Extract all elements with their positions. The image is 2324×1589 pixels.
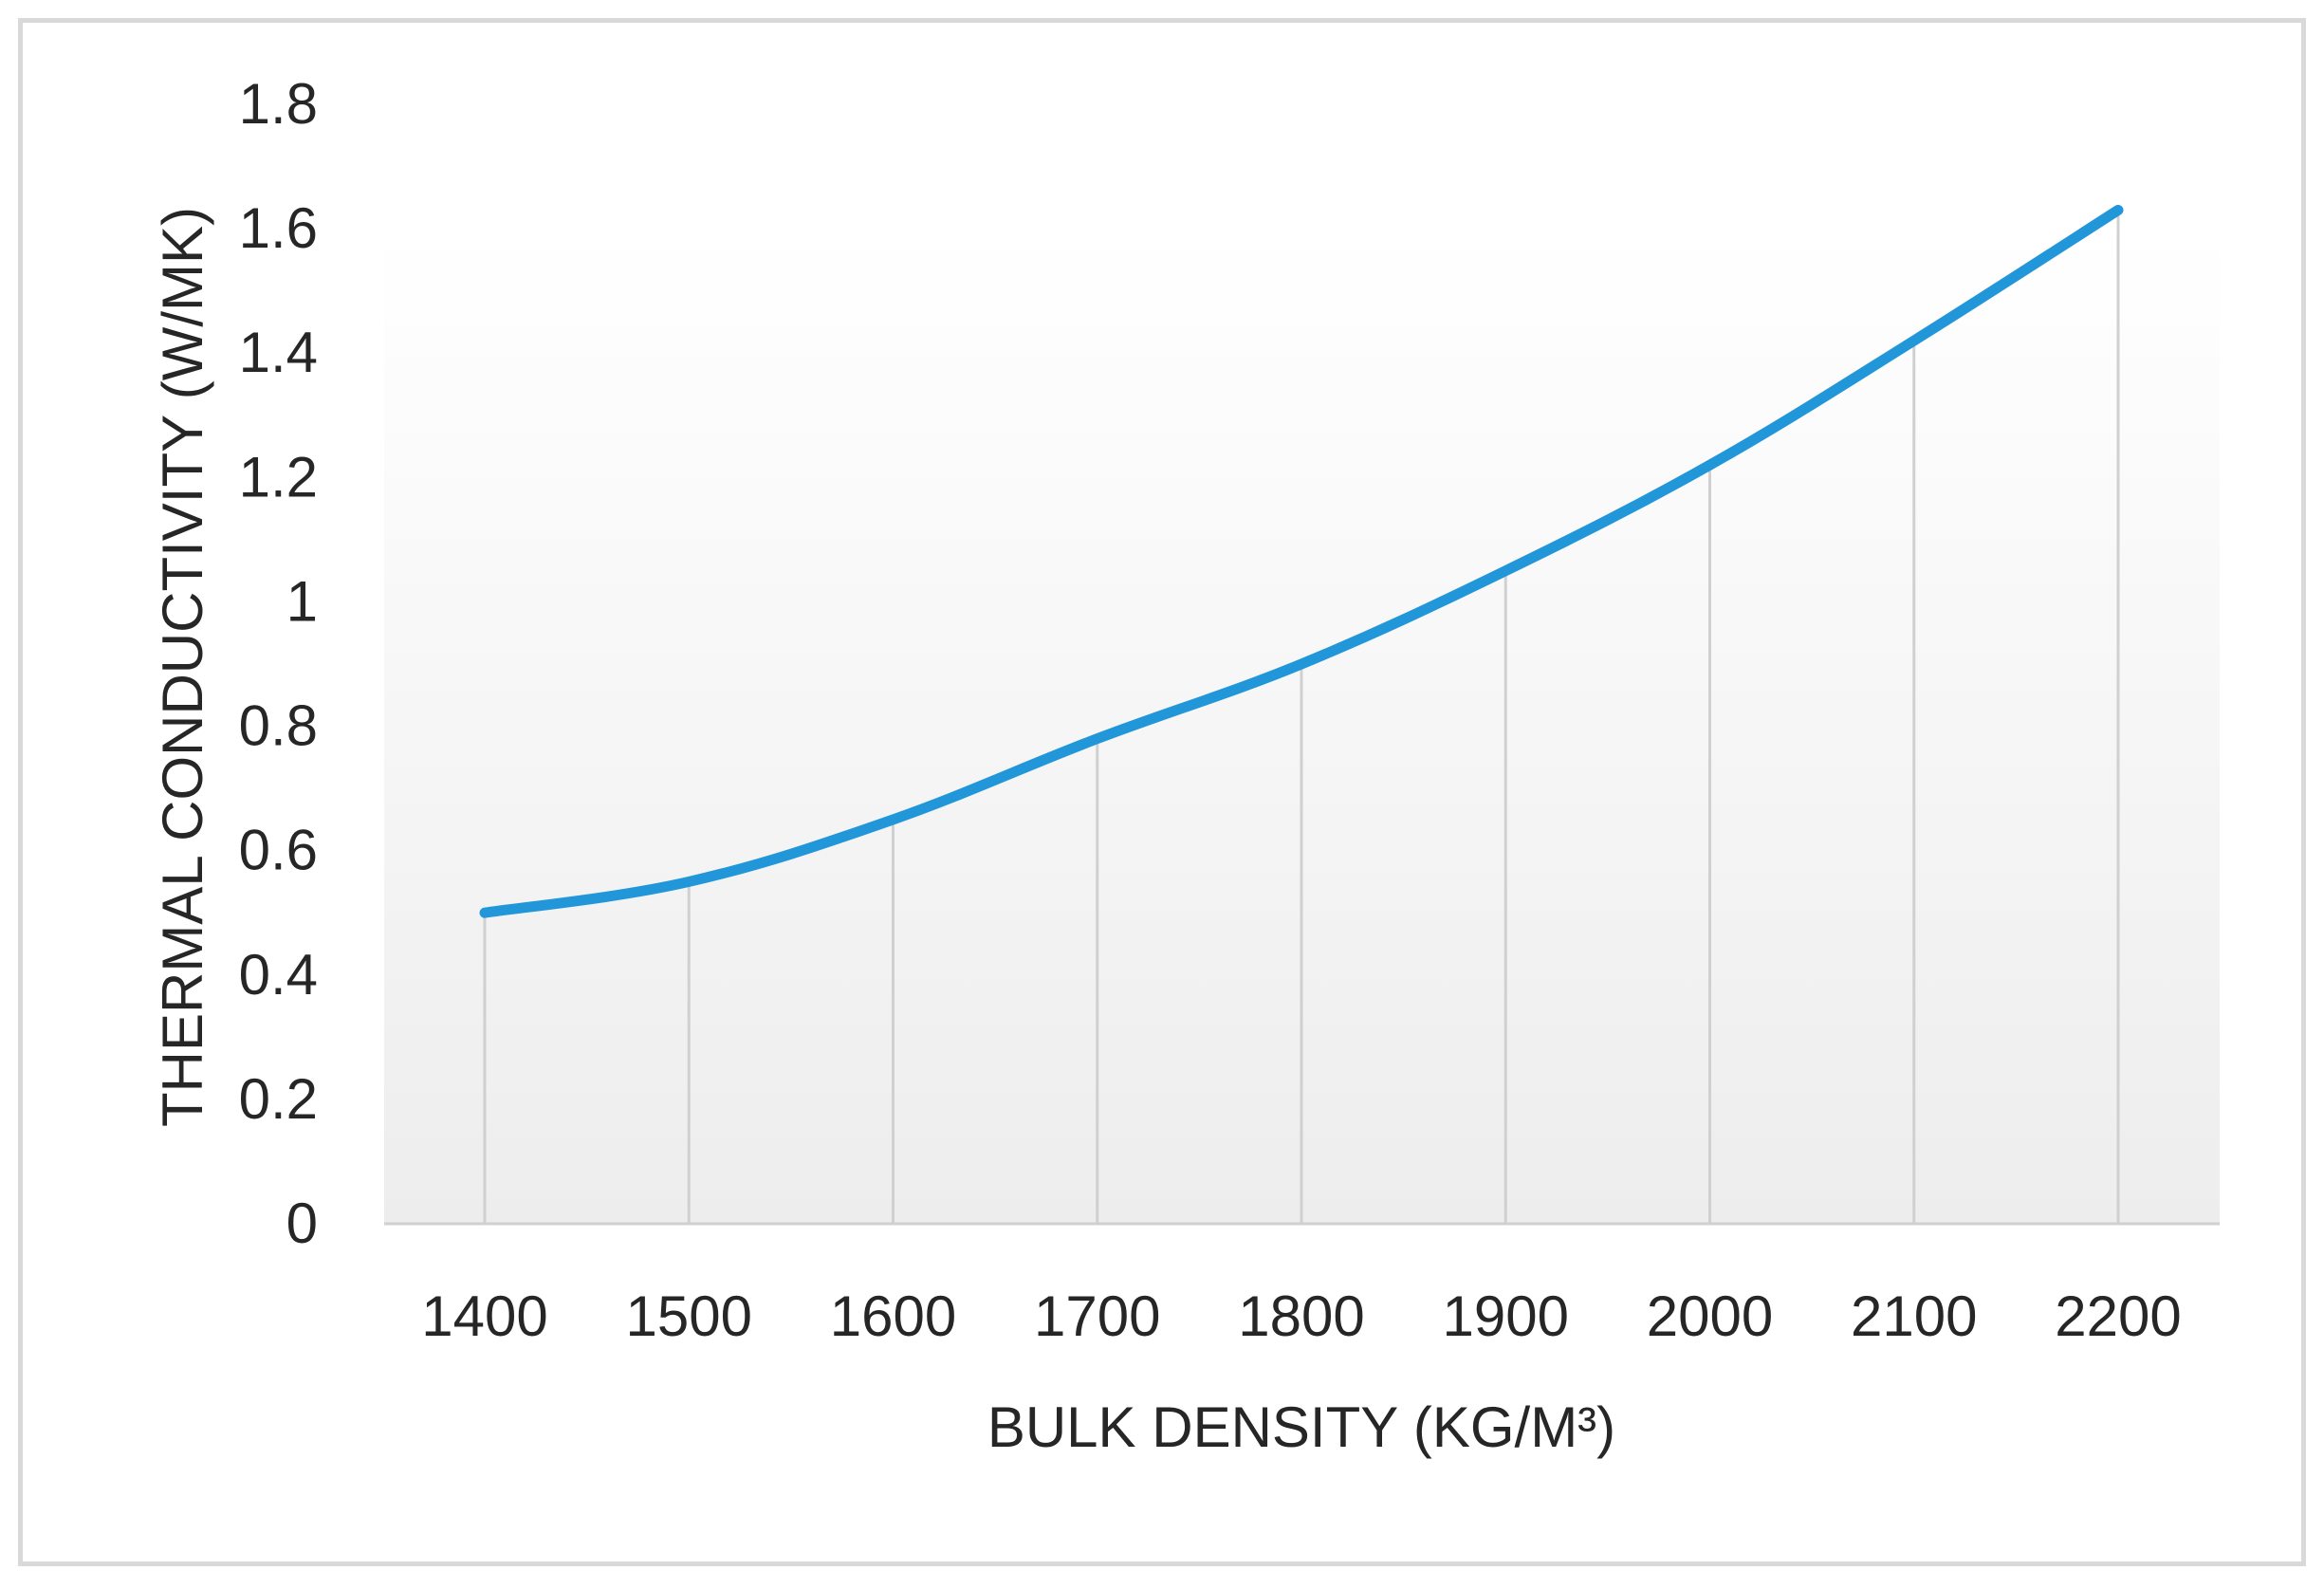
x-tick-label: 1600 [830, 1284, 956, 1348]
y-tick-label: 1.8 [239, 72, 318, 136]
x-tick-label: 1500 [626, 1284, 752, 1348]
y-tick-label: 0 [286, 1192, 318, 1255]
x-tick-label: 1400 [421, 1284, 547, 1348]
y-tick-label: 1.6 [239, 196, 318, 260]
y-axis-ticks: 0 0.2 0.4 0.6 0.8 1 1.2 1.4 1.6 1.8 [239, 72, 318, 1255]
x-axis-title: BULK DENSITY (KG/M³) [987, 1395, 1615, 1459]
x-tick-label: 1700 [1034, 1284, 1160, 1348]
x-axis-ticks: 1400 1500 1600 1700 1800 1900 2000 2100 2200 [421, 1284, 2181, 1348]
y-axis-title: THERMAL CONDUCTIVITY (W/MK) [151, 207, 214, 1127]
series-line [479, 204, 2124, 918]
x-tick-label: 2000 [1647, 1284, 1773, 1348]
y-tick-label: 0.2 [239, 1067, 318, 1131]
y-tick-label: 0.8 [239, 694, 318, 758]
x-tick-label: 2100 [1851, 1284, 1977, 1348]
drop-lines [483, 210, 2120, 1224]
y-tick-label: 0.6 [239, 819, 318, 882]
y-tick-label: 1 [286, 569, 318, 633]
y-tick-label: 0.4 [239, 943, 318, 1007]
x-tick-label: 1900 [1443, 1284, 1569, 1348]
y-tick-label: 1.4 [239, 321, 318, 384]
y-tick-label: 1.2 [239, 445, 318, 508]
x-tick-label: 1800 [1238, 1284, 1364, 1348]
x-tick-label: 2200 [2055, 1284, 2181, 1348]
